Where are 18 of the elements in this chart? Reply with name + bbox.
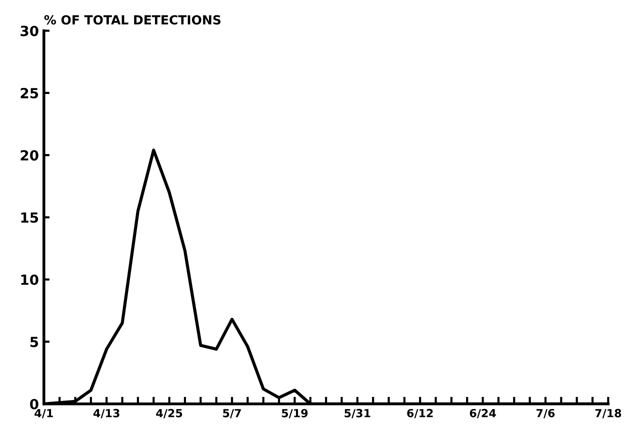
y-axis-title: % OF TOTAL DETECTIONS (44, 15, 220, 25)
x-tick-label: 7/18 (595, 408, 622, 418)
y-tick-label: 20 (20, 150, 38, 161)
x-tick-label: 4/1 (34, 409, 53, 418)
x-tick-label: 6/24 (470, 408, 496, 418)
x-tick-label: 4/13 (93, 408, 120, 418)
x-tick-label: 5/31 (344, 408, 370, 418)
x-tick-label: 6/12 (407, 408, 433, 418)
x-tick-label: 5/19 (282, 408, 308, 418)
y-tick-label: 10 (21, 274, 38, 285)
y-tick-label: 25 (20, 88, 38, 98)
y-tick-label: 30 (20, 26, 38, 36)
x-tick-label: 4/25 (156, 408, 182, 418)
x-tick-label: 5/7 (223, 409, 241, 418)
y-tick-label: 15 (21, 212, 38, 223)
y-tick-label: 5 (30, 336, 38, 348)
x-tick-label: 7/6 (536, 408, 555, 418)
y-tick-label: 0 (30, 398, 38, 410)
